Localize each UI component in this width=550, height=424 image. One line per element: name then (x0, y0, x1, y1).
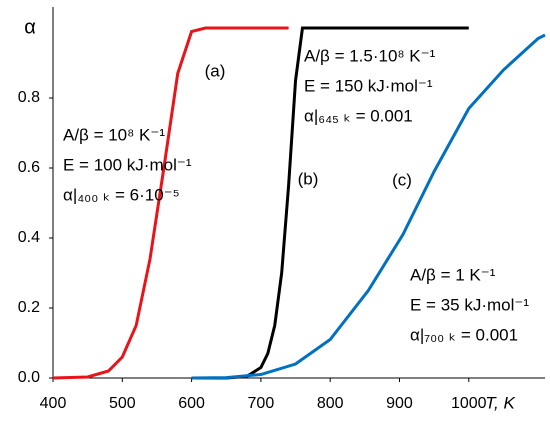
y-tick-label: 0.4 (18, 229, 40, 246)
x-tick-label: 900 (386, 395, 413, 412)
annotation: A/β = 1 K⁻¹ (410, 265, 496, 284)
x-tick-label: 500 (109, 395, 136, 412)
curve-label: (c) (392, 170, 412, 189)
y-tick-label: 0.8 (18, 89, 40, 106)
y-tick-label: 0.0 (18, 369, 40, 386)
y-tick-label: 0.6 (18, 159, 40, 176)
curve (52, 26, 289, 380)
x-tick-label: 400 (40, 395, 67, 412)
x-tick-label: 600 (178, 395, 205, 412)
annotation: A/β = 1.5·10⁸ K⁻¹ (304, 46, 436, 65)
x-axis-label: T, K (485, 393, 515, 412)
x-tick-label: 700 (248, 395, 275, 412)
annotation: α|₇₀₀ ₖ = 0.001 (410, 325, 518, 344)
curve (191, 33, 546, 380)
annotation: E = 100 kJ·mol⁻¹ (63, 155, 192, 174)
annotation: E = 35 kJ·mol⁻¹ (410, 295, 529, 314)
annotation: E = 150 kJ·mol⁻¹ (304, 76, 433, 95)
curve-label: (a) (205, 61, 226, 80)
annotation: A/β = 10⁸ K⁻¹ (63, 125, 165, 144)
x-tick-label: 800 (317, 395, 344, 412)
annotation: α|₆₄₅ ₖ = 0.001 (304, 106, 413, 125)
curve-label: (b) (298, 169, 319, 188)
annotation: α|₄₀₀ ₖ = 6·10⁻⁵ (63, 185, 180, 204)
y-tick-label: 0.2 (18, 299, 40, 316)
x-tick-label: 1000 (451, 395, 487, 412)
y-axis-label: α (24, 16, 36, 38)
